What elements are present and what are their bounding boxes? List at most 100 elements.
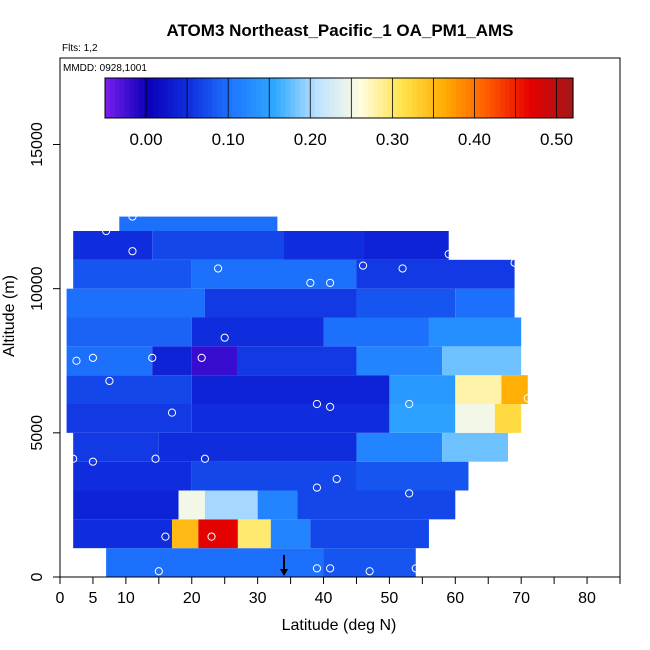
colorbar-swatch — [290, 78, 296, 118]
colorbar-swatch — [309, 78, 316, 118]
colorbar-swatch — [158, 78, 165, 118]
colorbar-swatch — [178, 78, 184, 118]
heat-cell — [356, 259, 515, 289]
flight-point — [220, 333, 229, 342]
colorbar-swatch — [246, 78, 252, 118]
heat-cell — [363, 231, 449, 260]
heat-cell — [455, 288, 515, 318]
colorbar-swatch — [548, 78, 555, 118]
heat-cell — [119, 216, 278, 231]
colorbar-swatch — [129, 78, 135, 118]
x-tick-label: 30 — [249, 590, 267, 607]
flight-point — [405, 489, 414, 498]
heat-cell — [389, 404, 456, 433]
heat-cell — [66, 346, 153, 376]
colorbar-swatch — [168, 78, 174, 118]
colorbar-swatch — [485, 78, 491, 118]
colorbar-swatch — [514, 78, 520, 118]
flight-point — [398, 264, 407, 273]
colorbar-swatch — [153, 78, 160, 118]
heat-cell — [204, 490, 258, 520]
flight-point — [72, 356, 81, 365]
colorbar-swatch — [499, 78, 506, 118]
colorbar-swatch — [212, 78, 218, 118]
colorbar-swatch — [139, 78, 145, 118]
colorbar-frame — [104, 77, 574, 119]
colorbar-swatch — [538, 78, 545, 118]
x-tick-label: 50 — [381, 590, 399, 607]
flight-point — [151, 454, 160, 463]
heat-cell — [66, 375, 192, 404]
colorbar-swatch — [241, 78, 247, 118]
colorbar-swatch — [407, 78, 413, 118]
heat-cell — [356, 346, 443, 376]
heat-cell — [73, 432, 159, 462]
x-tick-label: 5 — [88, 590, 97, 607]
colorbar-swatch — [314, 78, 321, 118]
flight-point — [88, 353, 98, 362]
flight-point — [411, 564, 420, 573]
colorbar-swatch — [358, 78, 364, 118]
flight-track-points — [59, 212, 532, 576]
flight-point — [148, 353, 157, 362]
colorbar-swatch — [568, 78, 574, 118]
x-tick-label: 60 — [446, 590, 464, 607]
flight-point — [326, 278, 335, 287]
heat-cell — [178, 490, 205, 520]
colorbar-swatch — [275, 78, 282, 118]
heat-cell — [323, 548, 416, 577]
heat-cell — [237, 519, 271, 549]
y-tick-label: 15000 — [29, 122, 46, 167]
heat-cell — [297, 490, 456, 520]
colorbar-swatch — [256, 78, 262, 118]
heat-cell — [73, 519, 172, 549]
colorbar-swatch — [378, 78, 384, 118]
flight-point — [405, 399, 414, 409]
colorbar-swatch — [270, 78, 277, 118]
x-tick-label: 0 — [56, 590, 65, 607]
heat-cell — [73, 490, 179, 520]
colorbar-swatch — [163, 78, 169, 118]
colorbar-tick-label: 0.20 — [294, 130, 327, 149]
colorbar-tick-label: 0.10 — [212, 130, 245, 149]
colorbar-swatch — [431, 78, 438, 118]
colorbar-swatch — [207, 78, 213, 118]
heat-cell — [323, 317, 429, 347]
colorbar-swatch — [509, 78, 516, 118]
colorbar-swatch — [456, 78, 462, 118]
flight-point — [207, 532, 216, 541]
heat-cell — [389, 375, 456, 404]
heat-cell — [66, 288, 205, 318]
colorbar-swatch — [236, 78, 243, 118]
heat-cell — [257, 490, 298, 520]
flight-point — [128, 247, 137, 256]
heat-cell — [158, 432, 357, 462]
colorbar-swatch — [339, 78, 345, 118]
flight-point — [102, 226, 111, 236]
heat-cell — [356, 288, 456, 318]
colorbar-swatch — [558, 78, 564, 118]
heat-cell — [191, 346, 238, 376]
flight-point — [312, 483, 322, 492]
flight-point — [444, 249, 453, 259]
colorbar-swatch — [470, 78, 477, 118]
colorbar-swatch — [534, 78, 540, 118]
heat-cell — [356, 432, 443, 462]
y-axis-label: Altitude (m) — [1, 275, 18, 357]
flight-point — [365, 567, 374, 576]
flight-point — [312, 564, 322, 573]
colorbar-swatch — [368, 78, 374, 118]
latitude-marker-arrow — [280, 555, 288, 576]
y-tick-label: 10000 — [29, 266, 46, 311]
flight-point — [326, 564, 335, 573]
flights-label: Flts: 1,2 — [62, 43, 98, 54]
heat-cell — [191, 259, 357, 289]
date-label: MMDD: 0928,1001 — [63, 63, 147, 74]
heat-cell — [198, 519, 238, 549]
colorbar-tick-label: 0.00 — [130, 130, 163, 149]
colorbar-swatch — [109, 78, 116, 118]
x-tick-label: 20 — [183, 590, 201, 607]
colorbar-swatch — [387, 78, 394, 118]
y-tick-label: 5000 — [29, 415, 46, 451]
